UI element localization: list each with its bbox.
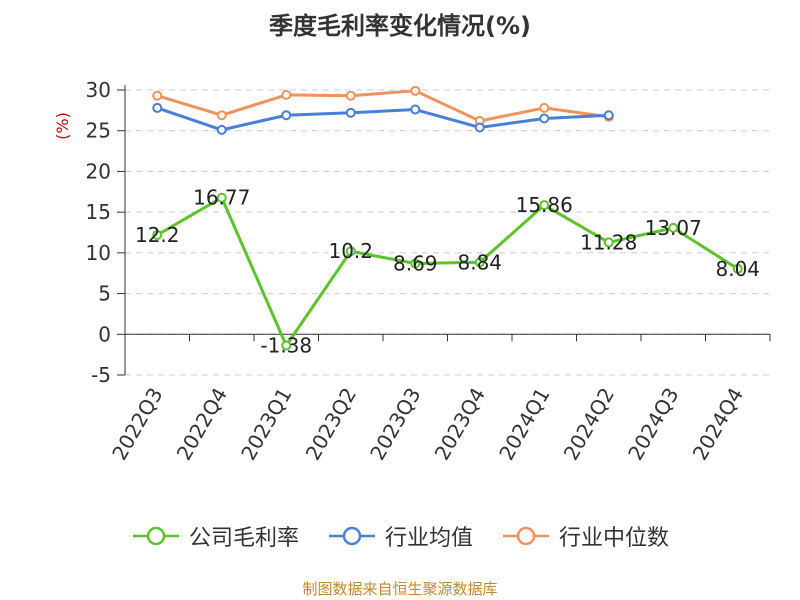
y-tick-label: 30 xyxy=(86,78,111,102)
data-label: 8.69 xyxy=(393,252,438,276)
legend-swatch-icon xyxy=(503,526,549,546)
x-tick-label: 2024Q4 xyxy=(688,384,748,465)
data-point xyxy=(345,107,356,118)
data-point xyxy=(603,237,614,248)
y-axis-label: (%) xyxy=(53,112,72,140)
legend-item[interactable]: 行业中位数 xyxy=(501,520,669,552)
data-point xyxy=(345,90,356,101)
y-tick-label: 25 xyxy=(86,119,111,143)
data-point xyxy=(216,192,227,203)
y-tick-label: 20 xyxy=(86,159,111,183)
data-label: 15.86 xyxy=(516,193,573,217)
legend: 公司毛利率 行业均值 行业中位数 xyxy=(0,520,800,552)
data-label: 10.2 xyxy=(328,239,373,263)
data-point xyxy=(539,102,550,113)
data-point xyxy=(216,124,227,135)
legend-label: 行业中位数 xyxy=(559,526,670,551)
chart-title: 季度毛利率变化情况(%) xyxy=(269,12,531,40)
data-point xyxy=(539,113,550,124)
legend-swatch-icon xyxy=(132,526,179,546)
legend-label: 公司毛利率 xyxy=(188,526,299,551)
data-label: 16.77 xyxy=(193,186,250,210)
data-point xyxy=(152,102,163,113)
x-tick-label: 2024Q1 xyxy=(494,384,554,465)
x-tick-label: 2023Q1 xyxy=(236,384,296,465)
data-point xyxy=(603,110,614,121)
data-label: 8.84 xyxy=(457,250,502,274)
x-tick-label: 2023Q2 xyxy=(301,384,361,465)
data-label: 8.04 xyxy=(715,257,760,281)
data-label: 11.28 xyxy=(580,230,637,254)
series xyxy=(152,85,743,351)
data-point xyxy=(410,258,421,269)
data-point xyxy=(281,340,292,351)
series-line xyxy=(156,89,609,123)
data-labels: 12.2 16.77 -1.38 10.2 8.69 8.84 15.86 11.28 13.0… xyxy=(135,186,760,358)
data-point xyxy=(152,90,163,101)
data-label: 12.2 xyxy=(135,223,180,247)
data-point xyxy=(345,246,356,257)
data-point xyxy=(668,222,679,233)
x-tick-label: 2024Q3 xyxy=(623,384,683,465)
y-tick-label: -5 xyxy=(91,363,111,387)
y-tick-label: 10 xyxy=(86,241,111,265)
data-point xyxy=(410,85,421,96)
legend-swatch-icon xyxy=(328,526,375,546)
data-label: 13.07 xyxy=(645,216,702,240)
data-point xyxy=(732,263,743,274)
legend-item[interactable]: 公司毛利率 xyxy=(131,520,299,552)
x-tick-label: 2022Q3 xyxy=(107,384,167,465)
data-point xyxy=(216,110,227,121)
data-point xyxy=(474,122,485,133)
data-point xyxy=(474,257,485,268)
data-source-note: 制图数据来自恒生聚源数据库 xyxy=(302,580,498,598)
x-tick-label: 2023Q4 xyxy=(430,384,490,465)
legend-label: 行业均值 xyxy=(384,526,473,551)
y-tick-label: 5 xyxy=(98,282,111,306)
data-point xyxy=(281,89,292,100)
data-label: -1.38 xyxy=(260,334,312,358)
series-line xyxy=(156,196,739,348)
x-tick-label: 2024Q2 xyxy=(559,384,619,465)
series-line xyxy=(156,106,609,132)
y-tick-label: 15 xyxy=(86,200,111,224)
data-point xyxy=(539,200,550,211)
x-tick-label: 2023Q3 xyxy=(365,384,425,465)
y-tick-label: 0 xyxy=(98,322,111,346)
legend-item[interactable]: 行业均值 xyxy=(327,520,473,552)
data-point xyxy=(152,229,163,240)
x-tick-label: 2022Q4 xyxy=(172,384,232,465)
data-point xyxy=(281,110,292,121)
data-point xyxy=(410,104,421,115)
